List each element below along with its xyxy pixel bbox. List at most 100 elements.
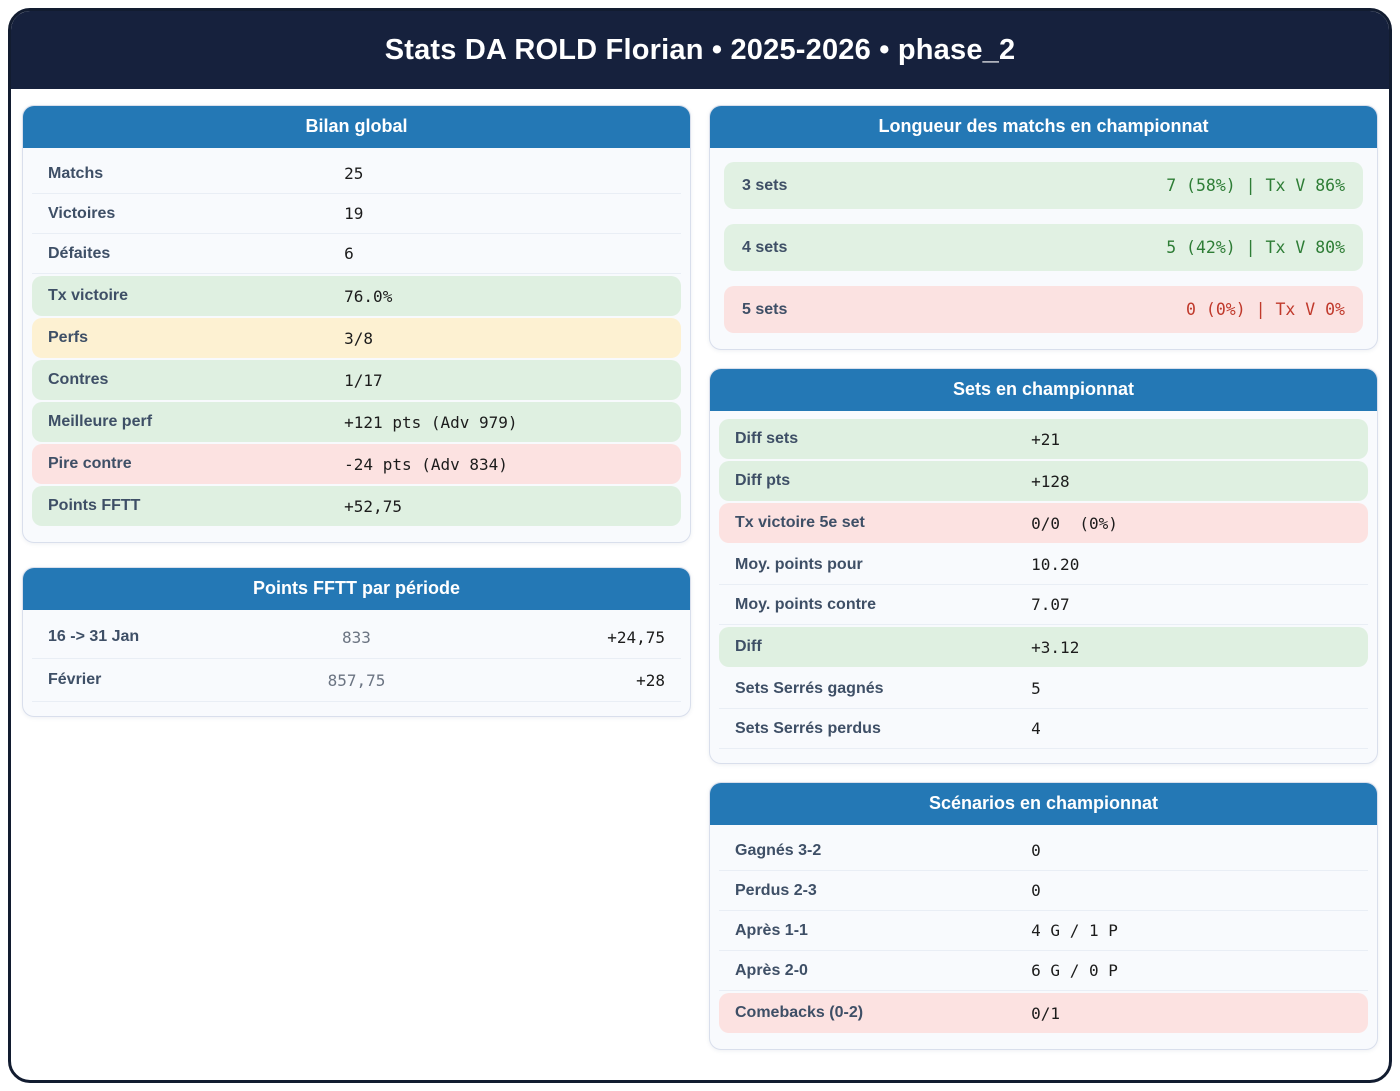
- stat-value: -24 pts (Adv 834): [344, 454, 508, 474]
- stat-row-apres-20: Après 2-0 6 G / 0 P: [719, 951, 1368, 991]
- stat-row-perfs: Perfs 3/8: [32, 318, 681, 358]
- stat-row-tx-victoire-5e: Tx victoire 5e set 0/0 (0%): [719, 503, 1368, 543]
- stat-label: Pire contre: [48, 455, 132, 472]
- pill-row-5-sets: 5 sets 0 (0%) | Tx V 0%: [724, 286, 1363, 333]
- stat-row-perdus-23: Perdus 2-3 0: [719, 871, 1368, 911]
- stat-value: 7.07: [1031, 595, 1070, 614]
- points-fftt-periode-card: Points FFTT par période 16 -> 31 Jan 833…: [22, 567, 691, 717]
- stat-row-gagnes-32: Gagnés 3-2 0: [719, 831, 1368, 871]
- stat-row-diff: Diff +3.12: [719, 627, 1368, 667]
- page-title: Stats DA ROLD Florian • 2025-2026 • phas…: [384, 33, 1016, 66]
- pill-value: 0 (0%) | Tx V 0%: [1186, 300, 1345, 319]
- periode-label: 16 -> 31 Jan: [48, 628, 140, 645]
- stat-value: 0: [1031, 881, 1041, 900]
- pill-row-4-sets: 4 sets 5 (42%) | Tx V 80%: [724, 224, 1363, 271]
- stat-label: Gagnés 3-2: [735, 841, 822, 859]
- stat-label: Défaites: [48, 244, 111, 262]
- scenarios-rows: Gagnés 3-2 0 Perdus 2-3 0 Après 1-1 4 G …: [710, 825, 1377, 1049]
- stat-row-points-fftt: Points FFTT +52,75: [32, 486, 681, 526]
- card-title-sets: Sets en championnat: [710, 369, 1377, 411]
- stat-value: +121 pts (Adv 979): [344, 412, 518, 432]
- stat-label: Sets Serrés gagnés: [735, 679, 884, 697]
- card-title-scenarios: Scénarios en championnat: [710, 783, 1377, 825]
- stat-row-contres: Contres 1/17: [32, 360, 681, 400]
- periode-row-fevrier: Février 857,75 +28: [32, 659, 681, 702]
- stat-label: Perdus 2-3: [735, 881, 817, 899]
- stat-value: 76.0%: [344, 286, 393, 306]
- scenarios-championnat-card: Scénarios en championnat Gagnés 3-2 0 Pe…: [709, 782, 1378, 1050]
- left-column: Bilan global Matchs 25 Victoires 19 Défa…: [22, 105, 691, 717]
- stat-label: Après 1-1: [735, 921, 808, 939]
- stats-page: Stats DA ROLD Florian • 2025-2026 • phas…: [8, 8, 1392, 1083]
- stat-value: +52,75: [344, 496, 402, 516]
- sets-championnat-card: Sets en championnat Diff sets +21 Diff p…: [709, 368, 1378, 764]
- stat-label: Diff: [735, 638, 762, 655]
- stat-row-defaites: Défaites 6: [32, 234, 681, 274]
- stat-row-matchs: Matchs 25: [32, 154, 681, 194]
- stat-row-meilleure-perf: Meilleure perf +121 pts (Adv 979): [32, 402, 681, 442]
- right-column: Longueur des matchs en championnat 3 set…: [709, 105, 1378, 1050]
- pill-label: 3 sets: [742, 176, 788, 194]
- longueur-rows: 3 sets 7 (58%) | Tx V 86% 4 sets 5 (42%)…: [710, 148, 1377, 349]
- periode-label: Février: [48, 671, 102, 688]
- bilan-global-card: Bilan global Matchs 25 Victoires 19 Défa…: [22, 105, 691, 543]
- pill-row-3-sets: 3 sets 7 (58%) | Tx V 86%: [724, 162, 1363, 209]
- stat-row-serres-perdus: Sets Serrés perdus 4: [719, 709, 1368, 749]
- stat-value: 4: [1031, 719, 1041, 738]
- stat-label: Tx victoire: [48, 287, 129, 304]
- stat-row-tx-victoire: Tx victoire 76.0%: [32, 276, 681, 316]
- stat-label: Diff pts: [735, 472, 791, 489]
- stat-row-diff-sets: Diff sets +21: [719, 419, 1368, 459]
- card-title-periodes: Points FFTT par période: [23, 568, 690, 610]
- content-grid: Bilan global Matchs 25 Victoires 19 Défa…: [11, 89, 1389, 1066]
- stat-value: 6 G / 0 P: [1031, 961, 1118, 980]
- stat-label: Diff sets: [735, 430, 799, 447]
- stat-value: 6: [344, 244, 354, 263]
- pill-label: 5 sets: [742, 300, 788, 318]
- stat-value: 5: [1031, 679, 1041, 698]
- stat-label: Après 2-0: [735, 961, 808, 979]
- stat-value: 25: [344, 164, 364, 183]
- stat-label: Moy. points pour: [735, 555, 863, 573]
- stat-row-apres-11: Après 1-1 4 G / 1 P: [719, 911, 1368, 951]
- stat-label: Sets Serrés perdus: [735, 719, 881, 737]
- pill-value: 5 (42%) | Tx V 80%: [1166, 238, 1345, 257]
- periodes-rows: 16 -> 31 Jan 833 +24,75 Février 857,75 +…: [23, 610, 690, 716]
- stat-value: +3.12: [1031, 637, 1080, 657]
- stat-value: +128: [1031, 471, 1070, 491]
- stat-value: 19: [344, 204, 364, 223]
- stat-label: Points FFTT: [48, 497, 141, 514]
- stat-value: 0/1: [1031, 1003, 1061, 1023]
- card-title-bilan: Bilan global: [23, 106, 690, 148]
- stat-row-diff-pts: Diff pts +128: [719, 461, 1368, 501]
- stat-value: 3/8: [344, 328, 374, 348]
- stat-label: Matchs: [48, 164, 104, 182]
- pill-label: 4 sets: [742, 238, 788, 256]
- bilan-rows: Matchs 25 Victoires 19 Défaites 6 Tx vic…: [23, 148, 690, 542]
- stat-value: 1/17: [344, 370, 383, 390]
- stat-value: 0: [1031, 841, 1041, 860]
- stat-label: Perfs: [48, 329, 89, 346]
- card-title-longueur: Longueur des matchs en championnat: [710, 106, 1377, 148]
- periode-points: 857,75: [327, 670, 386, 690]
- stat-row-victoires: Victoires 19: [32, 194, 681, 234]
- stat-row-serres-gagnes: Sets Serrés gagnés 5: [719, 669, 1368, 709]
- stat-value: 0/0 (0%): [1031, 513, 1118, 533]
- stat-row-comebacks: Comebacks (0-2) 0/1: [719, 993, 1368, 1033]
- stat-label: Tx victoire 5e set: [735, 514, 865, 531]
- stat-label: Comebacks (0-2): [735, 1004, 864, 1021]
- sets-rows: Diff sets +21 Diff pts +128 Tx victoire …: [710, 411, 1377, 763]
- stat-label: Moy. points contre: [735, 595, 877, 613]
- page-header: Stats DA ROLD Florian • 2025-2026 • phas…: [11, 11, 1389, 89]
- pill-value: 7 (58%) | Tx V 86%: [1166, 176, 1345, 195]
- stat-row-pire-contre: Pire contre -24 pts (Adv 834): [32, 444, 681, 484]
- stat-row-moy-pour: Moy. points pour 10.20: [719, 545, 1368, 585]
- stat-label: Victoires: [48, 204, 116, 222]
- stat-label: Meilleure perf: [48, 413, 153, 430]
- longueur-matchs-card: Longueur des matchs en championnat 3 set…: [709, 105, 1378, 350]
- stat-row-moy-contre: Moy. points contre 7.07: [719, 585, 1368, 625]
- periode-points: 833: [342, 627, 371, 647]
- periode-delta: +24,75: [607, 627, 665, 647]
- stat-value: +21: [1031, 429, 1061, 449]
- stat-value: 4 G / 1 P: [1031, 921, 1118, 940]
